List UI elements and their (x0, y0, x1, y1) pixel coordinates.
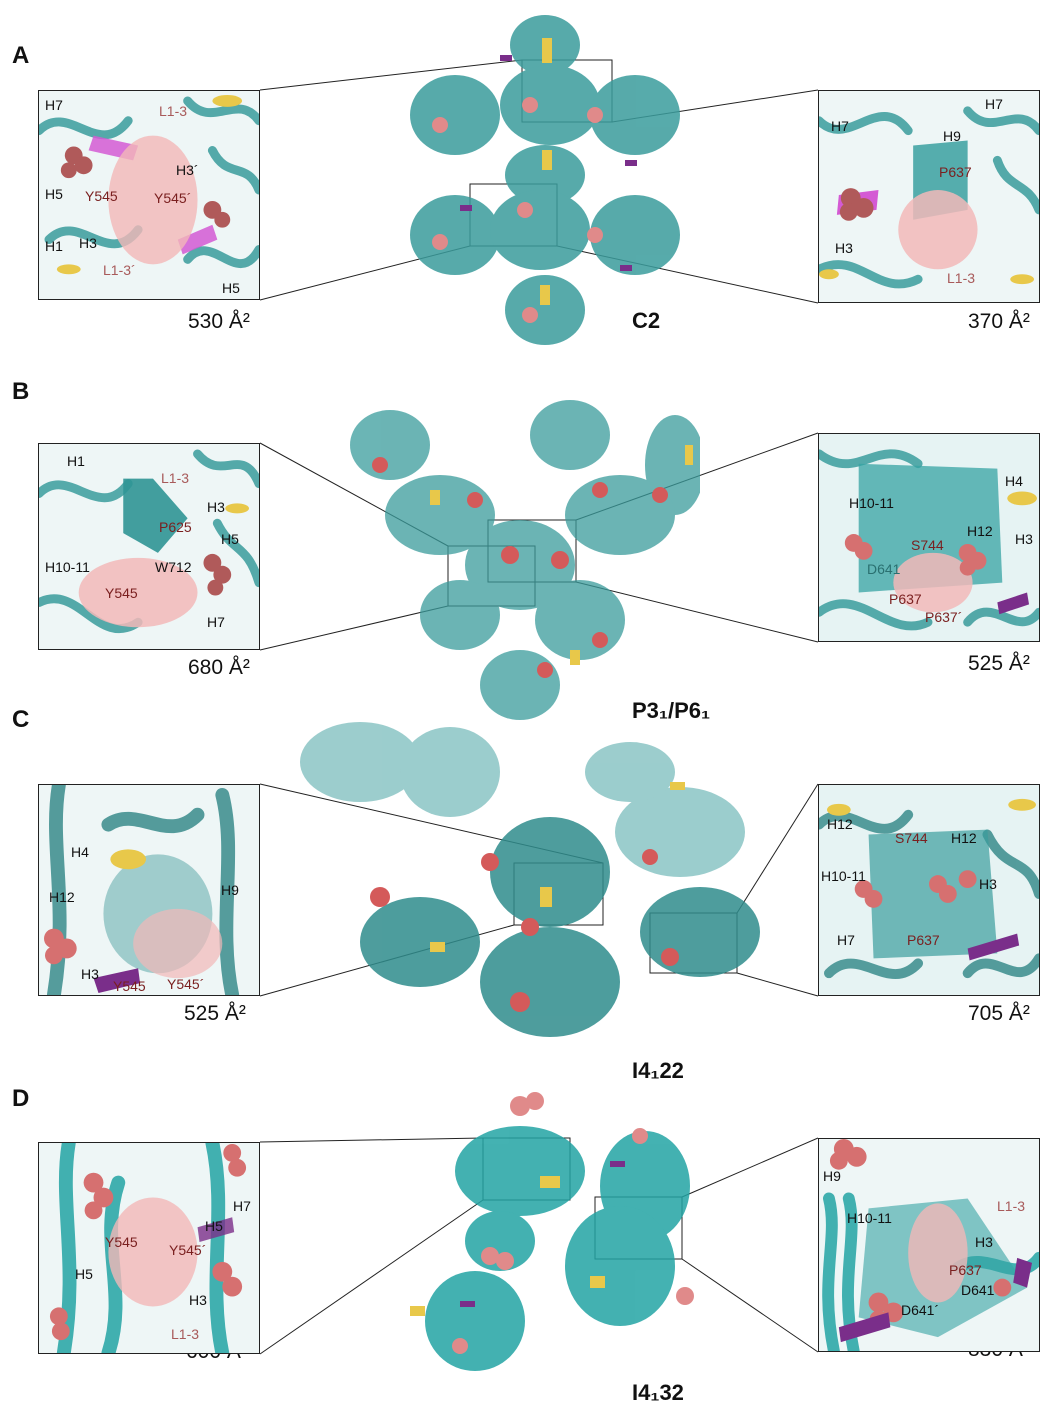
label-h10-11: H10-11 (821, 868, 866, 884)
label-l1-3: L1-3 (171, 1326, 200, 1342)
spacegroup-a: C2 (632, 308, 661, 333)
label-y545: Y545 (105, 1234, 138, 1250)
label-s744: S744 (911, 537, 944, 553)
crystal-packing-d (400, 1076, 700, 1376)
protein-helix-icon (39, 785, 259, 995)
crystal-packing-c (300, 712, 760, 1057)
label-h9: H9 (221, 882, 239, 898)
label-h5: H5 (45, 186, 63, 202)
label-h12: H12 (967, 523, 993, 539)
protein-helix-icon (39, 91, 259, 299)
label-h12-b: H12 (951, 830, 977, 846)
label-h4: H4 (71, 844, 89, 860)
area-b-right: 525 Å² (968, 652, 1030, 675)
inset-a-left: H7 L1-3 H3´ H5 Y545 Y545´ H1 H3 L1-3´ H5 (38, 90, 260, 300)
label-h7: H7 (233, 1198, 251, 1214)
protein-helix-icon (300, 722, 760, 1037)
label-h3: H3 (79, 235, 97, 251)
label-w712: W712 (155, 559, 192, 575)
inset-c-left: H4 H9 H12 H3 Y545 Y545´ (38, 784, 260, 996)
label-d641: D641 (867, 561, 901, 577)
inset-a-right: H7 H7 H9 P637 H3 L1-3 (818, 90, 1040, 303)
inset-d-right: H9 L1-3 H10-11 H3 P637 D641 D641´ (818, 1138, 1040, 1352)
label-l1-3: L1-3 (947, 270, 976, 286)
crystal-packing-b (340, 395, 700, 725)
protein-helix-icon (819, 785, 1039, 995)
label-h3: H3 (189, 1292, 207, 1308)
label-h1: H1 (67, 453, 85, 469)
inset-d-left: H7 Y545 Y545´ H5 H5 H3 L1-3 (38, 1142, 260, 1354)
label-l1-3: L1-3 (997, 1198, 1026, 1214)
label-h7: H7 (985, 96, 1003, 112)
label-h9: H9 (943, 128, 961, 144)
label-p637: P637 (907, 932, 940, 948)
label-h1: H1 (45, 238, 63, 254)
label-h7: H7 (45, 97, 63, 113)
label-h5-b: H5 (222, 280, 240, 296)
area-b-left: 680 Å² (188, 656, 250, 679)
label-p625: P625 (159, 519, 192, 535)
label-h7: H7 (837, 932, 855, 948)
label-p637: P637 (949, 1262, 982, 1278)
spacegroup-b: P3₁/P6₁ (632, 698, 711, 723)
panel-letter-c: C (12, 706, 30, 733)
label-s744: S744 (895, 830, 928, 846)
label-h5: H5 (205, 1218, 223, 1234)
label-y545: Y545 (85, 188, 118, 204)
spacegroup-c: I4₁22 (632, 1058, 684, 1083)
protein-helix-icon (819, 91, 1039, 302)
panel-letter-d: D (12, 1085, 30, 1112)
protein-helix-icon (39, 444, 259, 649)
area-a-right: 370 Å² (968, 310, 1030, 333)
label-h3: H3 (1015, 531, 1033, 547)
protein-helix-icon (350, 400, 700, 720)
area-c-left: 525 Å² (184, 1002, 246, 1025)
label-h5: H5 (221, 531, 239, 547)
inset-b-right: H4 H10-11 S744 H12 H3 D641 P637 P637´ (818, 433, 1040, 642)
protein-helix-icon (819, 434, 1039, 641)
label-p637-prime: P637´ (925, 609, 963, 625)
label-h9: H9 (823, 1168, 841, 1184)
label-h3-prime: H3´ (176, 162, 199, 178)
label-h10-11: H10-11 (849, 495, 894, 511)
area-c-right: 705 Å² (968, 1002, 1030, 1025)
label-l1-3: L1-3 (161, 470, 190, 486)
label-h3: H3 (835, 240, 853, 256)
spacegroup-d: I4₁32 (632, 1380, 684, 1405)
label-y545: Y545 (105, 585, 138, 601)
protein-helix-icon (39, 1143, 259, 1353)
label-y545-prime: Y545´ (169, 1242, 207, 1258)
label-y545-prime: Y545´ (154, 190, 192, 206)
protein-helix-icon (410, 15, 680, 345)
label-h10-11: H10-11 (45, 559, 90, 575)
crystal-packing-a (400, 10, 690, 350)
label-d641-prime: D641´ (901, 1302, 940, 1318)
area-a-left: 530 Å² (188, 310, 250, 333)
label-h5-b: H5 (75, 1266, 93, 1282)
label-h7-b: H7 (831, 118, 849, 134)
panel-letter-b: B (12, 378, 30, 405)
label-h10-11: H10-11 (847, 1210, 892, 1226)
label-y545-prime: Y545´ (167, 976, 205, 992)
label-h3: H3 (81, 966, 99, 982)
label-h12: H12 (49, 889, 75, 905)
label-h3: H3 (207, 499, 225, 515)
label-l1-3: L1-3 (159, 103, 188, 119)
inset-b-left: H1 L1-3 H3 P625 H5 H10-11 W712 Y545 H7 (38, 443, 260, 650)
label-h7: H7 (207, 614, 225, 630)
label-y545: Y545 (113, 978, 146, 994)
panel-letter-a: A (12, 42, 30, 69)
protein-helix-icon (819, 1139, 1039, 1351)
label-p637: P637 (939, 164, 972, 180)
protein-helix-icon (410, 1092, 694, 1371)
label-h3: H3 (975, 1234, 993, 1250)
label-d641: D641 (961, 1282, 995, 1298)
label-h3: H3 (979, 876, 997, 892)
label-h4: H4 (1005, 473, 1023, 489)
label-p637: P637 (889, 591, 922, 607)
label-h12: H12 (827, 816, 853, 832)
inset-c-right: H12 S744 H12 H10-11 H3 H7 P637 (818, 784, 1040, 996)
label-l1-3-prime: L1-3´ (103, 262, 136, 278)
